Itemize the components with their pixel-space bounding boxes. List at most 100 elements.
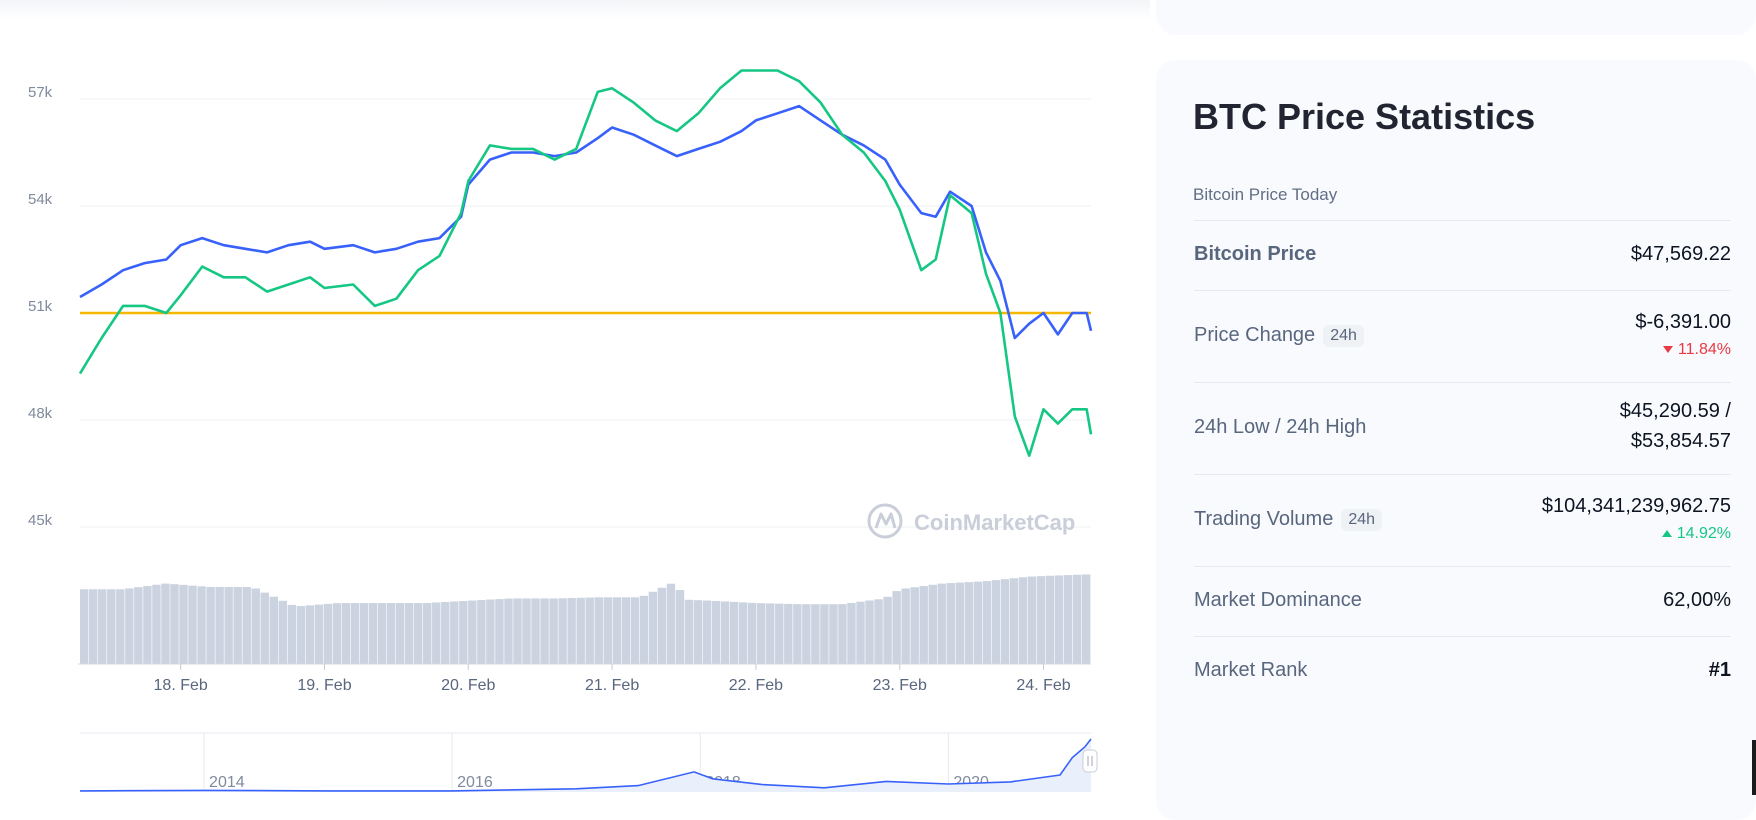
volume-bar (1045, 575, 1055, 664)
volume-bar (224, 586, 233, 664)
chart-canvas[interactable]: CoinMarketCap 57k 54k 51k 48k 45k 18. Feb 19.… (0, 0, 1150, 803)
volume-bar (188, 585, 197, 664)
top-card (1156, 0, 1756, 35)
volume-bar (865, 600, 874, 664)
volume-bar (991, 580, 1001, 664)
volume-bar (1009, 578, 1019, 664)
x-tick-label: 18. Feb (154, 677, 208, 694)
volume-bar (143, 585, 152, 664)
price-lines (78, 69, 1093, 458)
stat-label-wrap: Trading Volume 24h (1194, 508, 1383, 531)
volume-bar (269, 596, 278, 664)
scrollbar-thumb[interactable] (1752, 740, 1756, 795)
y-tick-label: 51k (28, 298, 53, 315)
volume-bar (666, 583, 676, 664)
x-tick-label: 23. Feb (873, 677, 927, 694)
navigator-handle[interactable] (1082, 749, 1098, 773)
volume-bar (477, 600, 486, 664)
stat-value: #1 (1708, 659, 1731, 681)
volume-bar (630, 597, 640, 664)
top-fade (0, 0, 1150, 20)
volume-bar (386, 603, 396, 664)
x-tick-label: 22. Feb (729, 677, 783, 694)
series-line-0 (79, 104, 1093, 340)
volume-bar (251, 588, 260, 664)
volume-bar (558, 598, 567, 664)
volume-bar (648, 591, 658, 664)
volume-bar (1054, 575, 1064, 664)
volume-bar (766, 603, 775, 664)
volume-bar (775, 603, 784, 664)
volume-bar (829, 604, 838, 664)
grid (80, 98, 1091, 528)
volume-bar (413, 603, 423, 664)
navigator-area (80, 739, 1091, 792)
volume-bar (675, 590, 685, 664)
volume-bar (504, 598, 513, 664)
volume-bar (729, 601, 739, 664)
volume-bar (702, 600, 712, 664)
volume-bar (612, 597, 622, 664)
volume-bar (341, 603, 351, 664)
stat-label-wrap: Price Change 24h (1194, 324, 1364, 347)
volume-bar (98, 589, 107, 664)
stat-value: $-6,391.00 (1635, 311, 1731, 333)
volume-bar (901, 588, 910, 664)
price-chart[interactable]: CoinMarketCap 57k 54k 51k 48k 45k 18. Feb 19.… (0, 0, 1150, 803)
stats-title: BTC Price Statistics (1193, 96, 1536, 137)
period-badge: 24h (1323, 324, 1364, 347)
navigator-line (79, 738, 1092, 792)
volume-bar (720, 601, 730, 664)
stat-label: Market Rank (1194, 659, 1308, 681)
volume-bar (820, 604, 829, 664)
stat-label: Market Dominance (1194, 589, 1362, 611)
volume-bar (89, 589, 98, 664)
y-tick-label: 48k (28, 405, 53, 422)
period-badge: 24h (1341, 508, 1383, 531)
stat-row-volume: Trading Volume 24h $104,341,239,962.75 14… (1194, 474, 1731, 567)
volume-bar (576, 597, 585, 664)
volume-bar (757, 603, 766, 664)
volume-bar (432, 602, 441, 664)
caret-down-icon (1662, 346, 1673, 354)
volume-bar (350, 603, 360, 664)
volume-bar (125, 588, 134, 664)
volume-bar (693, 600, 703, 664)
volume-bar (585, 597, 594, 664)
pct-value: 14.92% (1676, 525, 1731, 542)
volume-bar (1018, 577, 1028, 664)
x-tick-label: 21. Feb (585, 677, 639, 694)
volume-bar (567, 597, 576, 664)
navigator[interactable]: 2014201620182020 (79, 732, 1098, 792)
volume-bar (883, 596, 892, 664)
volume-bar (856, 601, 865, 664)
volume-bar (973, 581, 983, 664)
caret-up-icon (1661, 530, 1672, 538)
navigator-tick-label: 2014 (209, 774, 245, 791)
y-tick-label: 54k (28, 191, 53, 208)
x-axis: 18. Feb 19. Feb 20. Feb 21. Feb 22. Feb 23. F… (154, 664, 1071, 694)
volume-bar (874, 599, 883, 664)
volume-bar (802, 604, 811, 664)
volume-bar (910, 587, 919, 664)
volume-bar (314, 604, 324, 664)
volume-bar (305, 605, 315, 664)
volume-bar (459, 600, 468, 664)
volume-bar (152, 584, 161, 664)
volume-bars (78, 574, 1091, 665)
x-tick-label: 19. Feb (297, 677, 351, 694)
volume-bar (395, 603, 405, 664)
volume-bar (296, 606, 306, 664)
stat-label: 24h Low / 24h High (1194, 416, 1367, 438)
volume-bar (441, 601, 450, 664)
volume-bar (594, 597, 603, 664)
volume-bar (486, 599, 495, 664)
volume-bar (242, 586, 251, 664)
stat-value-line1: $45,290.59 / (1619, 400, 1731, 422)
volume-bar (955, 582, 965, 664)
volume-bar (784, 603, 793, 664)
volume-bar (982, 581, 992, 664)
volume-bar (404, 603, 414, 664)
volume-bar (468, 600, 477, 664)
volume-bar (233, 586, 242, 664)
